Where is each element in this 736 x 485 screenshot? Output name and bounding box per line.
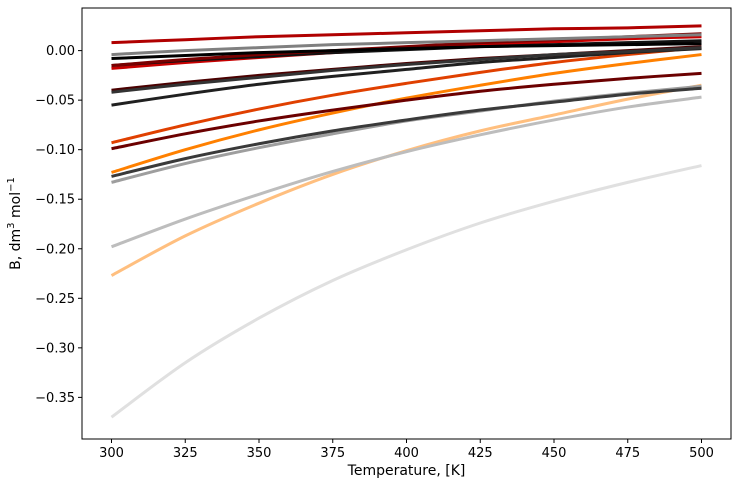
series-line-2 — [110, 83, 702, 277]
series-lines — [110, 24, 702, 419]
x-tick-label: 375 — [320, 446, 345, 461]
x-tick-label: 300 — [99, 446, 124, 461]
series-line-8 — [111, 71, 702, 151]
plot-frame — [81, 7, 732, 440]
series-line-15 — [111, 42, 702, 61]
series-line-1 — [110, 164, 702, 419]
series-line-17 — [111, 24, 702, 45]
x-tick-label: 475 — [615, 446, 640, 461]
y-axis-label-middle: mol — [8, 192, 24, 223]
series-line-3 — [110, 95, 702, 249]
x-tick-label: 400 — [394, 446, 419, 461]
y-axis-label-superscript-2: −1 — [6, 177, 17, 192]
x-tick-label: 325 — [173, 446, 198, 461]
y-axis-label-superscript-1: 3 — [6, 222, 17, 228]
y-tick-label: −0.25 — [35, 292, 75, 307]
x-axis-label: Temperature, [K] — [347, 463, 466, 479]
series-line-5 — [111, 86, 702, 178]
y-tick-label: −0.20 — [35, 242, 75, 257]
y-axis-label: B, dm3 mol−1 — [6, 177, 24, 270]
x-tick-label: 350 — [247, 446, 272, 461]
y-tick-label: −0.35 — [35, 391, 75, 406]
x-tick-label: 425 — [468, 446, 493, 461]
y-tick-label: 0.00 — [46, 44, 75, 59]
series-line-11 — [111, 46, 702, 94]
x-tick-label: 500 — [689, 446, 714, 461]
y-tick-label: −0.10 — [35, 143, 75, 158]
series-line-16 — [111, 33, 702, 57]
y-axis-ticks: 0.00 −0.05 −0.10 −0.15 −0.20 −0.25 −0.30 −0.35 — [35, 44, 82, 406]
y-tick-label: −0.05 — [35, 94, 75, 109]
x-axis-ticks: 300 325 350 375 400 425 450 475 500 — [99, 439, 714, 461]
y-axis-label-prefix: B, dm — [8, 229, 24, 270]
series-line-6 — [111, 53, 702, 174]
y-tick-label: −0.15 — [35, 193, 75, 208]
x-tick-label: 450 — [542, 446, 567, 461]
series-line-7 — [111, 46, 702, 145]
y-tick-label: −0.30 — [35, 341, 75, 356]
